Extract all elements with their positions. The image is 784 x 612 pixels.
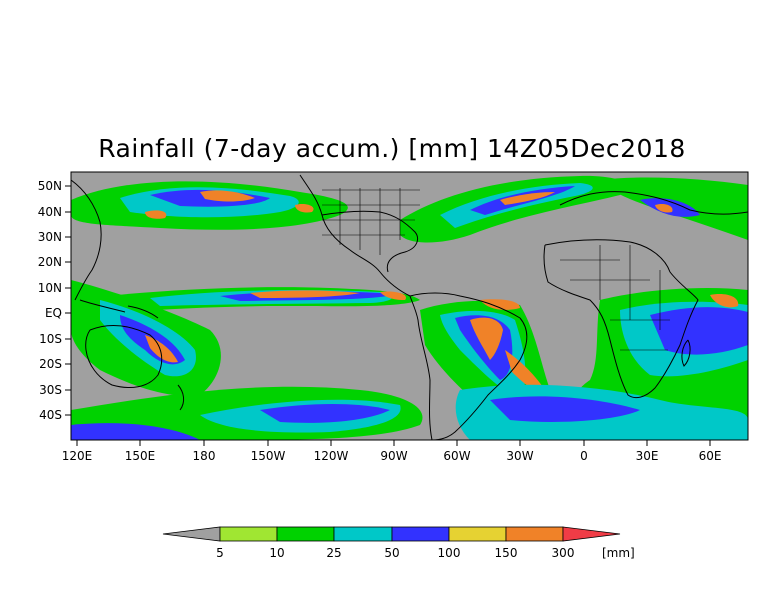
colorbar-label-150: 150 [495,546,518,560]
lon-label-120e: 120E [62,449,93,463]
coast-indonesia [79,299,159,319]
coast-australia [85,325,163,388]
lat-label-40s: 40S [39,408,62,422]
lat-label-10s: 10S [39,332,62,346]
coast-south-america [409,292,528,440]
colorbar-bin-50-100 [391,526,450,542]
longitude-axis: 120E 150E 180 150W 120W 90W 60W 30W 0 30… [62,440,722,463]
colorbar-bin-5-10 [219,526,278,542]
lon-label-150e: 150E [125,449,156,463]
lat-label-30n: 30N [38,230,62,244]
colorbar-bin-25-50 [333,526,393,542]
colorbar-bin-150-300 [505,526,564,542]
coast-north-america [299,174,418,297]
colorbar-bin-10-25 [276,526,335,542]
colorbar-label-300: 300 [552,546,575,560]
lon-label-60e: 60E [699,449,722,463]
lon-label-90w: 90W [380,449,407,463]
africa-borders [560,245,670,351]
lon-label-120w: 120W [314,449,349,463]
coastlines [71,174,748,440]
map-title: Rainfall (7-day accum.) [mm] 14Z05Dec201… [98,134,686,163]
colorbar-label-5: 5 [216,546,224,560]
colorbar-high-arrow [562,526,621,542]
lon-label-30w: 30W [506,449,533,463]
colorbar: 5 10 25 50 100 150 300 [mm] [162,526,635,560]
latitude-axis: 50N 40N 30N 20N 10N EQ 10S 20S 30S 40S [38,179,71,422]
lat-label-30s: 30S [39,383,62,397]
lon-label-180: 180 [193,449,216,463]
lat-label-10n: 10N [38,281,62,295]
lat-label-40n: 40N [38,205,62,219]
rain-eurasia [600,177,748,240]
colorbar-label-100: 100 [438,546,461,560]
colorbar-bin-100-150 [448,526,507,542]
rain-north-atlantic [400,175,628,243]
colorbar-label-50: 50 [384,546,399,560]
lat-label-20n: 20N [38,255,62,269]
coast-asia [71,179,102,301]
colorbar-low-arrow [162,526,221,542]
map-frame [70,171,749,441]
map-panel [71,172,748,440]
lon-label-150w: 150W [251,449,286,463]
lat-label-50n: 50N [38,179,62,193]
colorbar-label-10: 10 [269,546,284,560]
lon-label-60w: 60W [443,449,470,463]
coast-new-zealand [177,384,185,411]
coast-africa [543,239,699,399]
rain-north-pacific [71,181,348,230]
us-state-grid [322,188,420,255]
rain-west-pacific [71,280,221,396]
colorbar-unit: [mm] [602,546,635,560]
lon-label-30e: 30E [636,449,659,463]
rain-south-pacific [71,386,423,440]
lat-label-20s: 20S [39,357,62,371]
colorbar-label-25: 25 [326,546,341,560]
lat-label-eq: EQ [45,306,62,320]
coast-europe [559,191,748,215]
rain-africa-indian-ocean [455,288,748,440]
coast-madagascar [681,339,691,367]
lon-label-0: 0 [580,449,588,463]
